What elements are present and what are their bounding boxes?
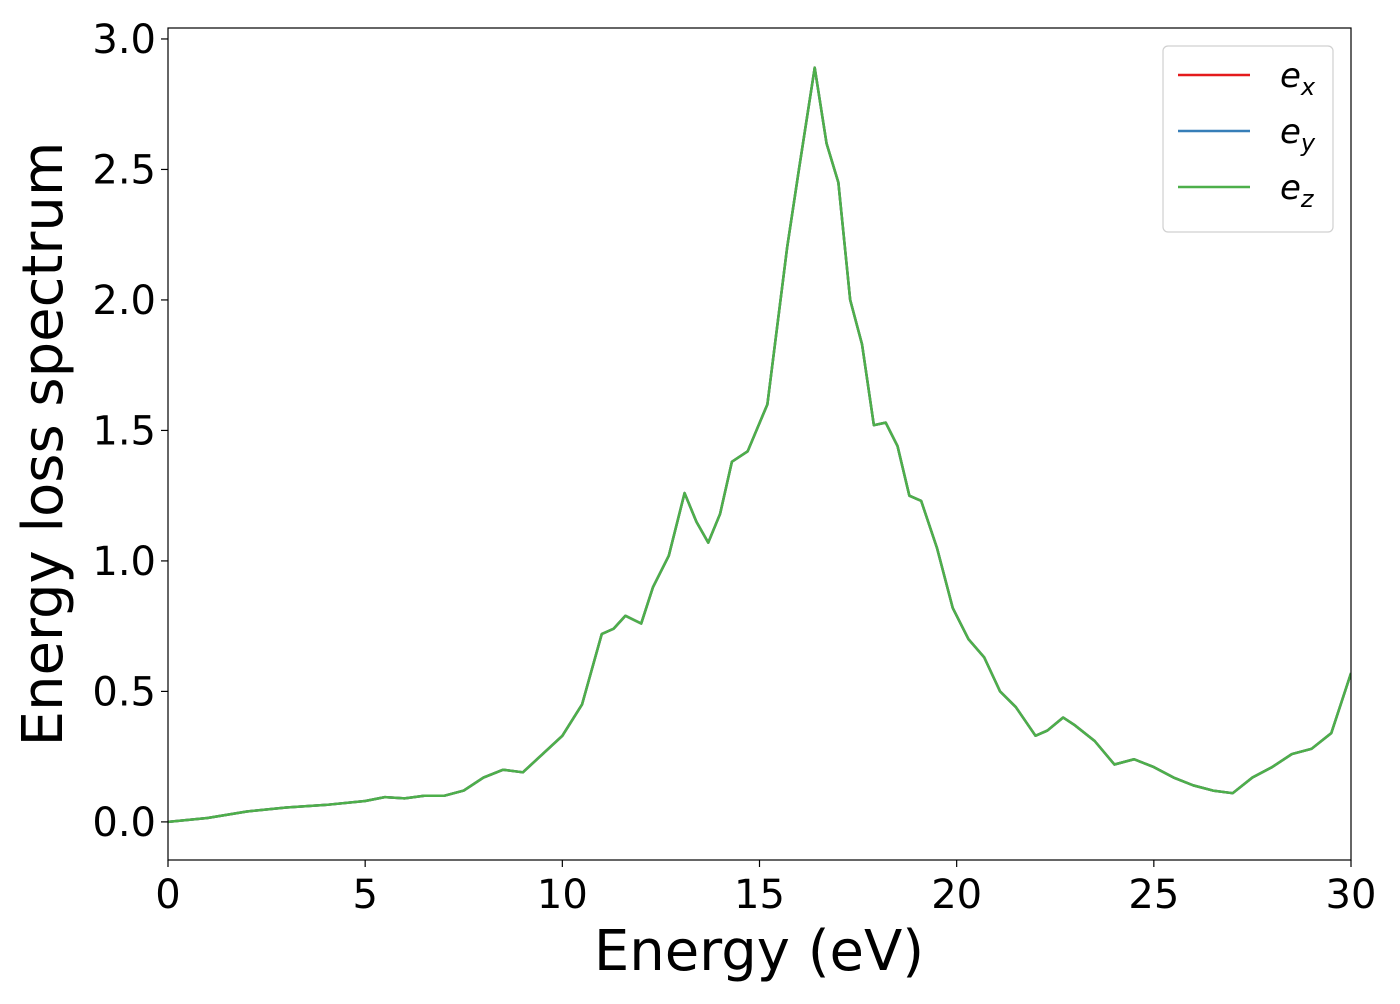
- legend-sub: y: [1300, 129, 1316, 157]
- legend-label: ez: [1280, 168, 1315, 213]
- legend-label: ex: [1280, 56, 1316, 101]
- y-tick-label: 3.0: [92, 17, 156, 63]
- x-tick-label: 15: [734, 872, 785, 918]
- legend-base: e: [1280, 168, 1301, 208]
- y-tick-label: 1.5: [92, 408, 156, 454]
- y-tick-label: 2.5: [92, 147, 156, 193]
- legend-label: ey: [1280, 112, 1316, 157]
- x-tick-label: 20: [931, 872, 982, 918]
- x-tick-label: 5: [352, 872, 377, 918]
- plot-frame: [167, 27, 1352, 861]
- y-tick-label: 1.0: [92, 539, 156, 585]
- y-tick-label: 0.5: [92, 669, 156, 715]
- series-line: [168, 66, 1351, 824]
- x-axis-label: Energy (eV): [594, 919, 924, 984]
- y-tick-label: 2.0: [92, 278, 156, 324]
- x-tick-label: 30: [1326, 872, 1377, 918]
- legend-base: e: [1280, 112, 1301, 152]
- x-tick-label: 0: [155, 872, 180, 918]
- legend-box: [1162, 45, 1334, 233]
- legend-base: e: [1280, 56, 1301, 96]
- legend-sub: z: [1300, 185, 1315, 213]
- y-tick-label: 0.0: [92, 800, 156, 846]
- x-tick-label: 10: [537, 872, 588, 918]
- y-axis-label: Energy loss spectrum: [11, 142, 76, 747]
- legend-sub: x: [1300, 73, 1316, 101]
- x-tick-label: 25: [1128, 872, 1179, 918]
